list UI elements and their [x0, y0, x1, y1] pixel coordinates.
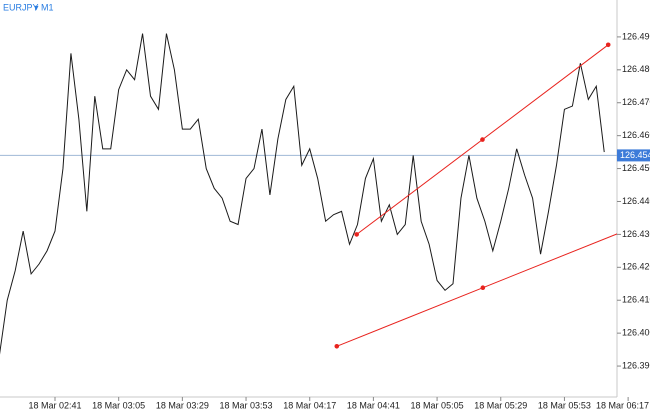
x-tick-label: 18 Mar 04:17	[283, 400, 336, 410]
price-line	[0, 33, 605, 355]
timeframe: M1	[41, 2, 54, 12]
x-tick-label: 18 Mar 05:05	[411, 400, 464, 410]
y-tick-label: 126.430	[622, 229, 650, 239]
dropdown-icon: ▾	[34, 2, 39, 12]
x-tick-label: 18 Mar 04:41	[347, 400, 400, 410]
x-tick-label: 18 Mar 03:29	[156, 400, 209, 410]
y-tick-label: 126.490	[622, 31, 650, 41]
y-tick-label: 126.400	[622, 328, 650, 338]
y-tick-label: 126.420	[622, 262, 650, 272]
y-tick-label: 126.390	[622, 360, 650, 370]
plot-area	[0, 33, 617, 355]
x-tick-label: 18 Mar 05:53	[538, 400, 591, 410]
trendline-anchor	[334, 344, 340, 349]
x-tick-label: 18 Mar 05:29	[474, 400, 527, 410]
y-tick-label: 126.410	[622, 295, 650, 305]
y-tick-label: 126.450	[622, 163, 650, 173]
symbol: EURJPY	[3, 2, 39, 12]
x-tick-label: 18 Mar 02:41	[28, 400, 81, 410]
y-tick-label: 126.470	[622, 97, 650, 107]
trendline-midpoint	[480, 137, 485, 142]
x-tick-label: 18 Mar 06:17	[596, 400, 649, 410]
y-tick-label: 126.440	[622, 196, 650, 206]
x-tick-label: 18 Mar 03:05	[92, 400, 145, 410]
current-price-box	[617, 149, 650, 162]
y-tick-label: 126.460	[622, 130, 650, 140]
trendline-anchor	[354, 232, 359, 237]
current-price-label: 126.454	[620, 150, 650, 160]
y-tick-label: 126.480	[622, 64, 650, 74]
trendline-anchor	[605, 42, 611, 48]
x-tick-label: 18 Mar 03:53	[220, 400, 273, 410]
trendline-midpoint	[480, 285, 486, 291]
